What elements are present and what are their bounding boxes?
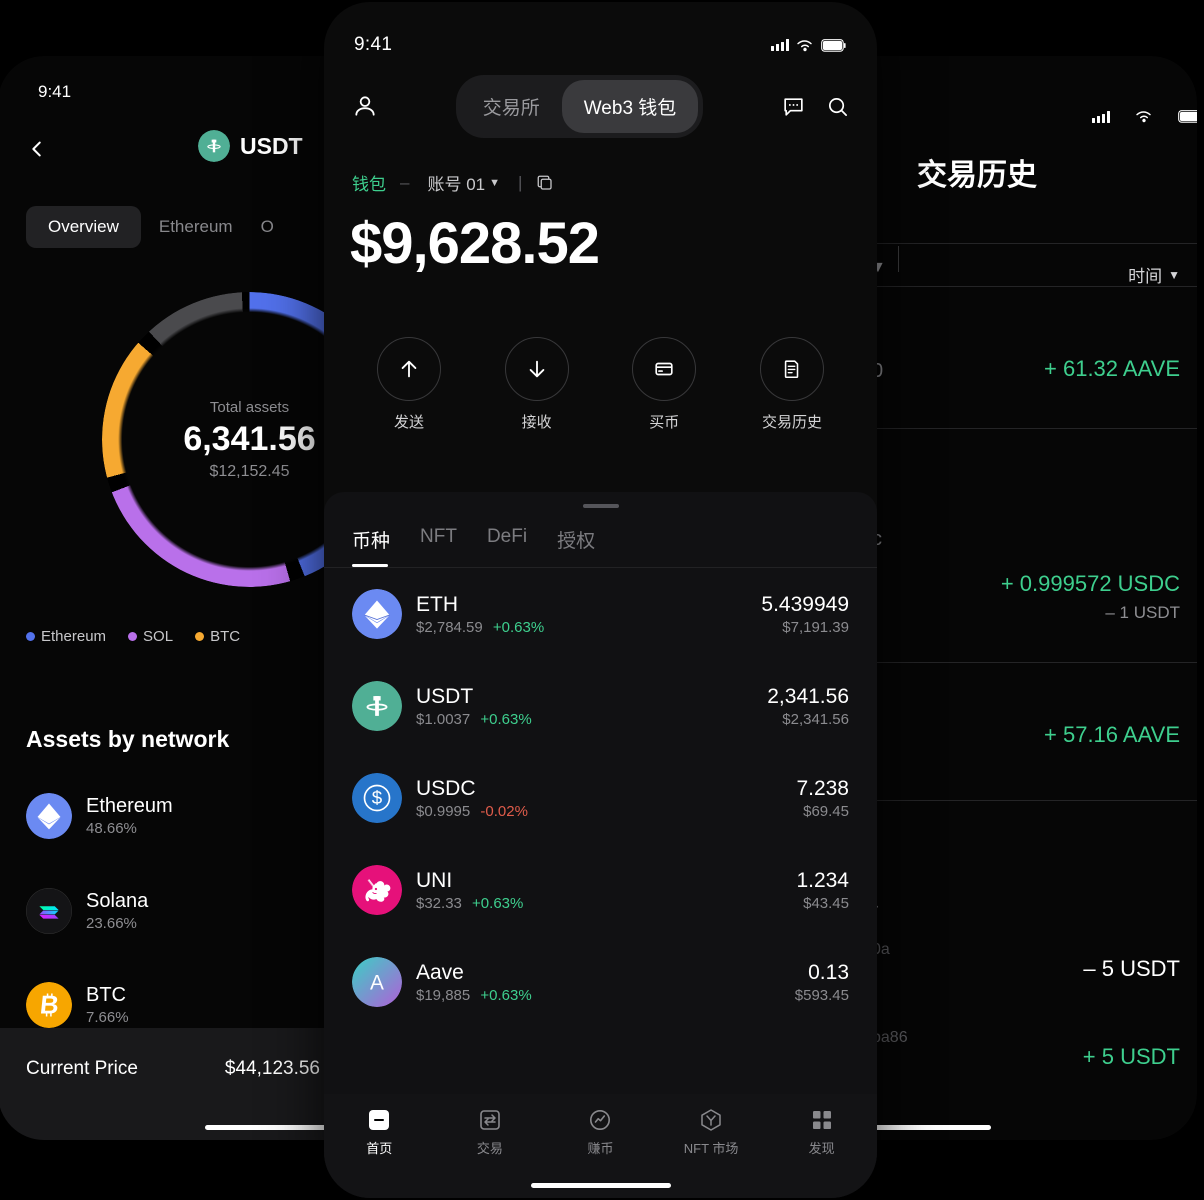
svg-text:A: A	[370, 971, 384, 994]
svg-text:B: B	[39, 992, 61, 1020]
svg-text:$: $	[372, 787, 383, 808]
